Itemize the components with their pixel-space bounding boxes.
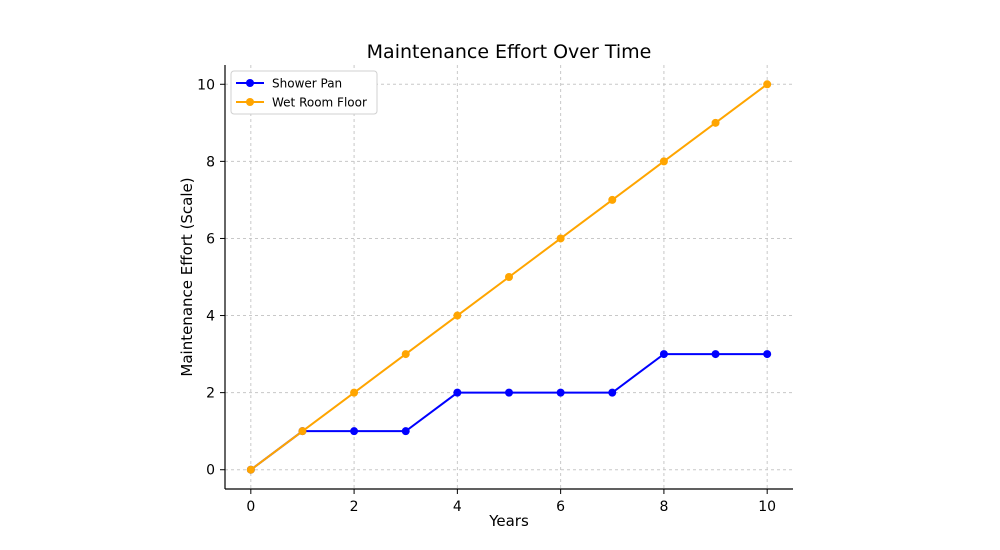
legend: Shower Pan Wet Room Floor: [230, 70, 378, 115]
data-point: [556, 234, 565, 243]
legend-marker: [246, 79, 254, 87]
data-point: [350, 427, 359, 436]
y-tick-label: 0: [206, 463, 215, 479]
data-point: [401, 350, 410, 359]
x-tick-label: 0: [246, 499, 255, 515]
data-point: [763, 80, 772, 89]
x-tick-label: 6: [556, 499, 565, 515]
data-point: [763, 350, 772, 359]
y-tick-label: 8: [206, 154, 215, 170]
axes: 0 2 4 6 8 10 0 2 4 6 8 10: [197, 65, 793, 515]
data-point: [505, 388, 513, 397]
y-axis-label: Maintenance Effort (Scale): [178, 177, 196, 376]
series-wet-room-floor: [246, 80, 772, 474]
data-point: [711, 118, 720, 127]
data-point: [608, 388, 617, 397]
legend-label: Shower Pan: [272, 77, 342, 91]
legend-label: Wet Room Floor: [272, 96, 367, 110]
legend-marker: [246, 98, 254, 106]
chart-title: Maintenance Effort Over Time: [367, 41, 652, 63]
x-tick-label: 10: [758, 499, 776, 515]
data-point: [246, 465, 255, 474]
data-point: [350, 388, 359, 397]
data-point: [401, 427, 410, 436]
x-tick-label: 2: [350, 499, 359, 515]
y-tick-label: 2: [206, 386, 215, 402]
data-point: [659, 350, 668, 359]
data-point: [298, 427, 307, 436]
data-point: [556, 388, 565, 397]
series-shower-pan: [246, 350, 772, 474]
x-axis-label: Years: [488, 512, 529, 530]
data-point: [659, 157, 668, 166]
y-tick-label: 4: [206, 309, 215, 325]
data-point: [453, 388, 462, 397]
data-point: [608, 195, 617, 204]
series-layer: [246, 80, 772, 474]
data-point: [505, 273, 513, 281]
y-tick-label: 6: [206, 231, 215, 247]
x-tick-label: 8: [659, 499, 668, 515]
data-point: [711, 350, 720, 359]
y-tick-label: 10: [197, 77, 215, 93]
x-tick-label: 4: [453, 499, 462, 515]
legend-box: [230, 70, 378, 115]
data-point: [453, 311, 462, 320]
